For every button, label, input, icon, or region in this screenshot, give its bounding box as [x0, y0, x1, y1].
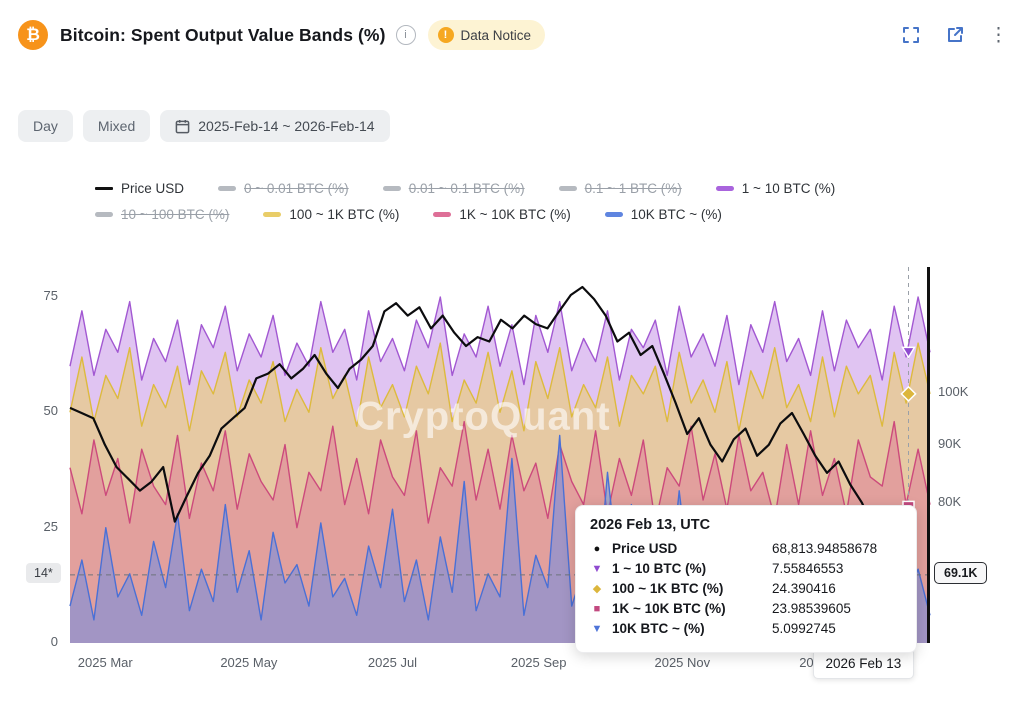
tooltip-label: 100 ~ 1K BTC (%) [612, 581, 724, 596]
x-axis-tick: 2025 Nov [654, 655, 711, 670]
legend-marker [218, 186, 237, 191]
x-axis-tick: 2025 May [220, 655, 278, 670]
legend-label: 1K ~ 10K BTC (%) [459, 207, 571, 222]
legend-label: 10K BTC ~ (%) [630, 207, 722, 222]
bitcoin-glyph: ₿ [26, 25, 40, 44]
legend-marker [715, 186, 734, 191]
square-icon: ■ [593, 602, 601, 615]
legend-item-10k-btc[interactable]: 10K BTC ~ (%) [604, 207, 722, 222]
tooltip-value: 23.98539605 [772, 601, 851, 616]
legend-marker [95, 212, 113, 217]
y-axis-left-tick: 25 [43, 518, 58, 534]
tooltip-value: 68,813.94858678 [772, 541, 878, 556]
legend-item-price-usd[interactable]: Price USD [95, 181, 184, 196]
fullscreen-icon[interactable] [901, 25, 921, 45]
tooltip-row: ■ 1K ~ 10K BTC (%) 23.98539605 [590, 601, 902, 616]
tooltip-label: 10K BTC ~ (%) [612, 621, 705, 636]
diamond-icon: ◆ [592, 583, 602, 595]
tooltip-label: 1 ~ 10 BTC (%) [612, 561, 707, 576]
data-notice-label: Data Notice [460, 27, 532, 43]
chart-legend: Price USD 0 ~ 0.01 BTC (%) 0.01 ~ 0.1 BT… [95, 181, 955, 233]
crosshair-price-badge: 69.1K [934, 561, 988, 584]
legend-marker [382, 186, 401, 191]
header-actions: ⋮ [901, 25, 1008, 45]
page-title: Bitcoin: Spent Output Value Bands (%) [60, 24, 386, 45]
legend-item-0-001-btc[interactable]: 0 ~ 0.01 BTC (%) [218, 181, 349, 196]
tooltip-row: ▼ 1 ~ 10 BTC (%) 7.55846553 [590, 561, 902, 576]
triangle-down-icon: ▼ [591, 622, 603, 635]
info-icon[interactable]: i [395, 25, 416, 45]
legend-marker [263, 212, 282, 217]
date-range-label: 2025-Feb-14 ~ 2026-Feb-14 [198, 118, 375, 134]
y-axis-left-tick: 0 [50, 634, 58, 649]
tooltip-label: Price USD [612, 541, 678, 556]
chart-area: CryptoQuant 14* 69.1K 2026 Feb 13 2026 F… [0, 255, 1024, 707]
date-range-button[interactable]: 2025-Feb-14 ~ 2026-Feb-14 [160, 110, 390, 142]
calendar-icon [175, 119, 190, 134]
tooltip-value: 24.390416 [772, 581, 836, 596]
legend-marker [433, 212, 452, 217]
legend-label: 0.01 ~ 0.1 BTC (%) [408, 181, 525, 196]
legend-item-1k-10k-btc[interactable]: 1K ~ 10K BTC (%) [433, 207, 571, 222]
legend-row: 10 ~ 100 BTC (%) 100 ~ 1K BTC (%) 1K ~ 1… [95, 207, 955, 222]
header: ₿ Bitcoin: Spent Output Value Bands (%) … [18, 20, 1008, 50]
tooltip-row: ● Price USD 68,813.94858678 [590, 541, 902, 556]
legend-item-1-10-btc[interactable]: 1 ~ 10 BTC (%) [715, 181, 836, 196]
legend-item-100-1k-btc[interactable]: 100 ~ 1K BTC (%) [263, 207, 399, 222]
tooltip-label: 1K ~ 10K BTC (%) [612, 601, 726, 616]
y-axis-right-tick: 90K [938, 435, 962, 451]
tooltip-value: 7.55846553 [772, 561, 844, 576]
legend-label: 0.1 ~ 1 BTC (%) [584, 181, 682, 196]
legend-item-001-01-btc[interactable]: 0.01 ~ 0.1 BTC (%) [382, 181, 525, 196]
scale-mixed-button[interactable]: Mixed [82, 110, 151, 142]
x-axis-tick: 2025 Mar [77, 655, 133, 670]
legend-label: 1 ~ 10 BTC (%) [741, 181, 836, 196]
crosshair-left-value-badge: 14* [26, 562, 61, 583]
warning-icon: ! [437, 27, 454, 43]
y-axis-left-tick: 50 [43, 403, 58, 419]
crosshair-date-badge: 2026 Feb 13 [812, 648, 915, 679]
tooltip-value: 5.0992745 [772, 621, 836, 636]
legend-label: 100 ~ 1K BTC (%) [289, 207, 400, 222]
x-axis-tick: 2025 Sep [510, 655, 567, 670]
tooltip-row: ◆ 100 ~ 1K BTC (%) 24.390416 [590, 581, 902, 596]
price-dot-icon: ● [593, 542, 601, 555]
y-axis-left-tick: 75 [43, 287, 58, 303]
bitcoin-logo-icon: ₿ [18, 20, 48, 50]
tooltip-row: ▼ 10K BTC ~ (%) 5.0992745 [590, 621, 902, 636]
triangle-down-icon: ▼ [591, 562, 603, 575]
x-axis-tick: 2025 Jul [367, 655, 418, 670]
chart-tooltip: 2026 Feb 13, UTC ● Price USD 68,813.9485… [575, 505, 917, 653]
toolbar: Day Mixed 2025-Feb-14 ~ 2026-Feb-14 [18, 110, 390, 142]
legend-row: Price USD 0 ~ 0.01 BTC (%) 0.01 ~ 0.1 BT… [95, 181, 955, 196]
more-options-icon[interactable]: ⋮ [989, 24, 1008, 46]
legend-marker [95, 187, 113, 190]
data-notice-badge[interactable]: ! Data Notice [427, 20, 546, 50]
legend-label: 0 ~ 0.01 BTC (%) [244, 181, 349, 196]
tooltip-date: 2026 Feb 13, UTC [590, 517, 711, 533]
period-day-button[interactable]: Day [18, 110, 73, 142]
legend-item-10-100-btc[interactable]: 10 ~ 100 BTC (%) [95, 207, 229, 222]
open-external-icon[interactable] [945, 25, 965, 45]
legend-marker [558, 186, 577, 191]
legend-label: 10 ~ 100 BTC (%) [121, 207, 230, 222]
legend-marker [604, 212, 623, 217]
legend-item-01-1-btc[interactable]: 0.1 ~ 1 BTC (%) [558, 181, 682, 196]
y-axis-right-tick: 100K [938, 383, 969, 399]
legend-label: Price USD [121, 181, 185, 196]
y-axis-right-tick: 80K [938, 493, 962, 509]
